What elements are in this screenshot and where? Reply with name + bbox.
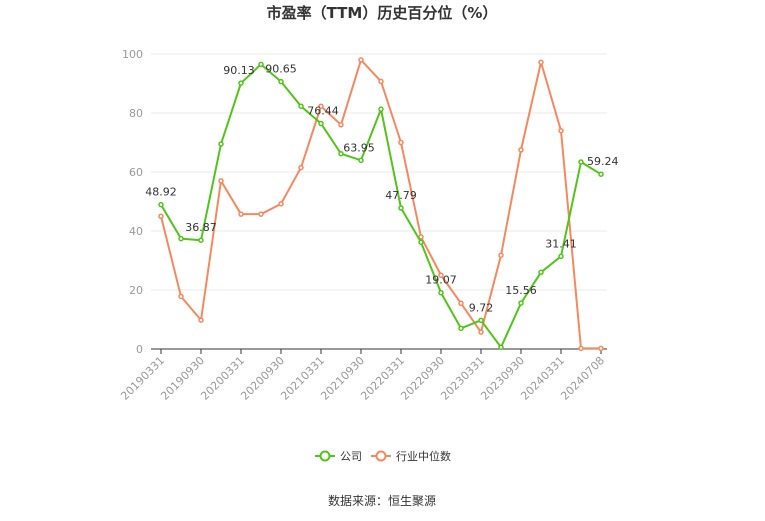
chart-title: 市盈率（TTM）历史百分位（%）	[267, 4, 498, 22]
data-point[interactable]	[538, 59, 544, 66]
y-tick-label: 100	[122, 48, 143, 61]
data-point[interactable]	[558, 253, 564, 260]
data-label: 90.13	[223, 64, 255, 77]
data-point[interactable]	[218, 141, 224, 147]
data-point[interactable]	[258, 211, 264, 217]
data-point[interactable]	[298, 103, 304, 109]
data-point[interactable]	[378, 78, 384, 85]
series-lines	[158, 57, 604, 352]
data-point[interactable]	[398, 205, 404, 211]
data-point[interactable]	[278, 78, 284, 85]
data-point[interactable]	[538, 269, 544, 276]
data-point[interactable]	[578, 345, 584, 352]
data-point[interactable]	[198, 237, 204, 243]
data-point[interactable]	[438, 272, 444, 278]
data-point[interactable]	[338, 122, 344, 128]
legend-marker-icon	[375, 450, 387, 462]
data-label: 48.92	[145, 186, 177, 199]
y-tick-label: 80	[129, 107, 143, 120]
data-point[interactable]	[578, 159, 584, 165]
data-point[interactable]	[498, 252, 504, 258]
data-point[interactable]	[278, 201, 284, 207]
legend-item[interactable]: 行业中位数	[371, 449, 451, 463]
data-point[interactable]	[458, 300, 464, 307]
data-point[interactable]	[398, 139, 404, 146]
data-point[interactable]	[218, 178, 224, 184]
y-tick-label: 20	[129, 284, 143, 297]
data-point[interactable]	[518, 147, 524, 153]
data-point[interactable]	[598, 171, 604, 177]
data-point[interactable]	[518, 300, 524, 306]
data-point[interactable]	[438, 289, 444, 296]
data-point[interactable]	[458, 325, 464, 332]
y-tick-label: 0	[136, 343, 143, 356]
data-label: 15.56	[505, 284, 537, 297]
data-label: 36.87	[185, 221, 217, 234]
data-point[interactable]	[238, 80, 244, 86]
data-label: 19.07	[425, 274, 457, 287]
legend-item[interactable]: 公司	[315, 450, 362, 463]
data-point[interactable]	[418, 239, 424, 245]
legend-label: 行业中位数	[396, 449, 451, 463]
data-label: 9.72	[469, 301, 494, 314]
data-point[interactable]	[158, 213, 164, 219]
data-label: 90.65	[265, 63, 297, 76]
y-tick-label: 40	[129, 225, 143, 238]
data-label: 31.41	[545, 237, 577, 250]
data-point[interactable]	[298, 164, 304, 171]
data-point[interactable]	[358, 157, 364, 164]
y-tick-label: 60	[129, 166, 143, 179]
data-point[interactable]	[378, 106, 384, 112]
grid-lines	[151, 53, 607, 291]
legend-label: 公司	[340, 450, 362, 463]
data-point[interactable]	[158, 201, 164, 208]
data-point[interactable]	[478, 329, 484, 335]
data-point[interactable]	[498, 344, 504, 350]
legend-marker-icon	[319, 450, 331, 462]
data-label: 59.24	[587, 155, 619, 168]
data-label: 76.44	[307, 105, 339, 118]
data-point[interactable]	[178, 235, 184, 242]
data-point[interactable]	[258, 61, 264, 68]
data-point[interactable]	[318, 103, 324, 109]
legend[interactable]: 公司 行业中位数	[315, 449, 451, 463]
data-point[interactable]	[358, 57, 364, 63]
data-label: 63.95	[343, 141, 375, 154]
data-point[interactable]	[558, 127, 564, 134]
data-point[interactable]	[318, 120, 324, 127]
data-point[interactable]	[598, 345, 604, 352]
series-line	[160, 58, 601, 350]
data-point[interactable]	[338, 150, 344, 157]
data-point[interactable]	[238, 211, 244, 217]
data-label: 47.79	[385, 189, 417, 202]
data-point[interactable]	[478, 317, 484, 324]
data-point[interactable]	[198, 317, 204, 323]
source-note: 数据来源：恒生聚源	[328, 493, 436, 508]
data-labels: 48.92 36.87 90.13 90.65 76.44 63.95 47.79 19.07…	[145, 63, 618, 315]
x-tick-label: 20240708	[558, 354, 607, 403]
data-point[interactable]	[178, 293, 184, 300]
